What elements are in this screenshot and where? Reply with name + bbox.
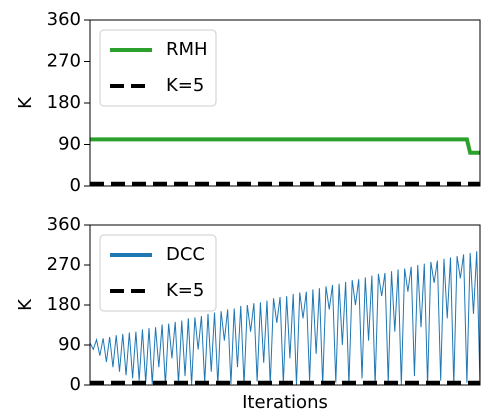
plot-area <box>90 251 480 385</box>
plot-area <box>90 137 480 186</box>
y-tick-label: 90 <box>58 334 81 355</box>
y-tick-label: 0 <box>70 175 81 196</box>
x-axis-label: Iterations <box>242 392 328 413</box>
y-tick-label: 90 <box>58 134 81 155</box>
series-line <box>90 137 480 155</box>
y-tick-label: 0 <box>70 374 81 395</box>
y-tick-label: 360 <box>47 9 81 30</box>
y-axis-label: K <box>15 298 36 311</box>
y-tick-label: 360 <box>47 214 81 235</box>
y-tick-label: 270 <box>47 254 81 275</box>
legend-label: K=5 <box>166 75 204 96</box>
series-line <box>90 251 480 385</box>
axes-frame <box>89 19 481 187</box>
legend-label: RMH <box>166 39 208 60</box>
y-tick-label: 180 <box>47 92 81 113</box>
y-tick-label: 270 <box>47 51 81 72</box>
axes-frame <box>89 224 481 386</box>
legend-label: K=5 <box>166 280 204 301</box>
y-axis-label: K <box>15 96 36 109</box>
y-tick-label: 180 <box>47 294 81 315</box>
legend-label: DCC <box>166 244 205 265</box>
